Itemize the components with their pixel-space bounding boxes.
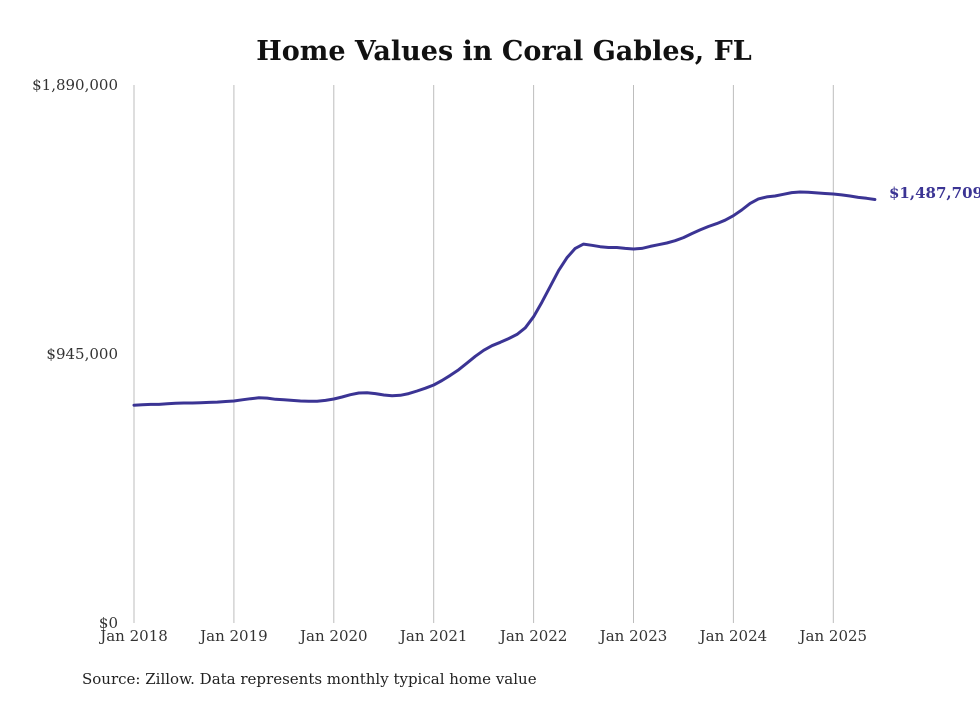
x-tick-label: Jan 2019 — [198, 627, 268, 645]
gridlines — [133, 85, 834, 623]
x-tick-label: Jan 2018 — [98, 627, 168, 645]
x-tick-label: Jan 2024 — [698, 627, 768, 645]
y-tick-label: $1,890,000 — [32, 76, 118, 94]
y-axis-ticks: $0 $945,000 $1,890,000 — [32, 76, 118, 632]
y-tick-label: $945,000 — [46, 345, 118, 363]
source-note: Source: Zillow. Data represents monthly … — [82, 670, 537, 688]
x-tick-label: Jan 2025 — [798, 627, 868, 645]
x-tick-label: Jan 2021 — [398, 627, 468, 645]
series-line — [132, 190, 877, 407]
x-tick-label: Jan 2020 — [298, 627, 368, 645]
end-value-label: $1,487,709 — [889, 184, 980, 202]
x-axis-ticks: Jan 2018 Jan 2019 Jan 2020 Jan 2021 Jan 2022… — [98, 627, 867, 645]
chart-title: Home Values in Coral Gables, FL — [256, 36, 751, 67]
x-tick-label: Jan 2022 — [498, 627, 568, 645]
y-tick-label: $0 — [99, 614, 118, 632]
x-tick-label: Jan 2023 — [598, 627, 668, 645]
